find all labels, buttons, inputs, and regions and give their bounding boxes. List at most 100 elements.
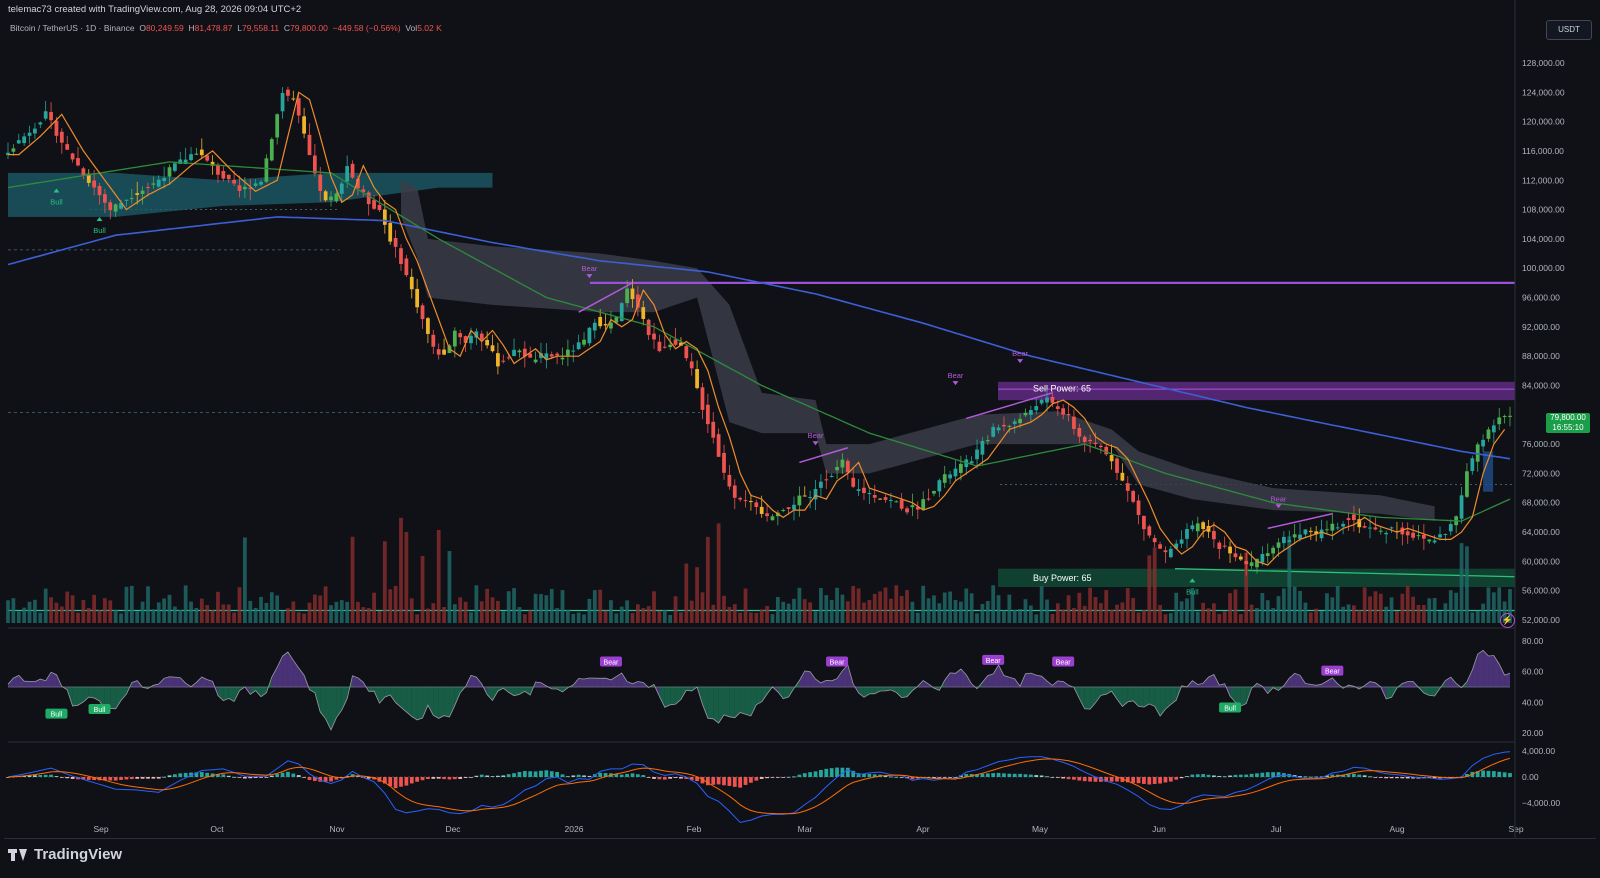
candle-body: [1212, 531, 1216, 540]
macd-histogram-bar: [485, 775, 490, 777]
macd-histogram-bar: [824, 768, 829, 777]
rsi-fill: [1203, 677, 1209, 687]
macd-histogram-bar: [1012, 773, 1017, 777]
macd-histogram-bar: [178, 773, 183, 777]
macd-histogram-bar: [1314, 776, 1319, 778]
candle-body: [657, 341, 662, 352]
volume-bar: [991, 585, 996, 623]
rsi-fill: [837, 670, 843, 687]
volume-bar: [92, 594, 97, 623]
candle-body: [1233, 553, 1238, 558]
macd-histogram-bar: [1405, 777, 1410, 779]
macd-histogram-bar: [673, 777, 678, 778]
symbol-name[interactable]: Bitcoin / TetherUS · 1D · Binance: [10, 23, 135, 33]
volume-bar: [1325, 593, 1329, 623]
candle-body: [522, 348, 527, 357]
macd-histogram-bar: [183, 772, 188, 777]
rsi-fill: [1300, 675, 1306, 687]
rsi-fill: [1133, 687, 1139, 707]
rsi-fill: [880, 687, 886, 691]
macd-histogram-bar: [1508, 773, 1512, 777]
candle-body: [905, 508, 909, 513]
volume-bar: [749, 612, 753, 623]
rsi-fill: [1219, 683, 1225, 687]
volume-bar: [684, 563, 689, 623]
candle-body: [1421, 534, 1426, 539]
rsi-fill: [724, 687, 730, 717]
rsi-fill: [982, 675, 988, 687]
volume-bar: [732, 604, 737, 623]
volume-bar: [33, 599, 37, 623]
volume-bar: [1195, 611, 1200, 623]
volume-bar: [1502, 601, 1507, 623]
volume-bar: [1378, 593, 1383, 623]
volume-bar: [1152, 547, 1157, 623]
volume-bar: [1416, 604, 1421, 623]
candle-body: [1179, 539, 1184, 544]
volume-bar: [614, 613, 619, 623]
volume-bar: [786, 603, 791, 623]
candle-body: [474, 331, 479, 338]
rsi-fill: [417, 687, 423, 720]
rsi-fill: [944, 672, 951, 687]
volume-bar: [442, 606, 446, 623]
macd-histogram-bar: [1190, 774, 1195, 777]
rsi-fill: [1240, 687, 1247, 706]
macd-histogram-bar: [242, 777, 247, 779]
time-axis-label: Oct: [210, 824, 224, 834]
candle-body: [770, 516, 775, 521]
candle-body: [1152, 538, 1157, 543]
macd-histogram-bar: [625, 773, 629, 777]
macd-histogram-bar: [738, 777, 743, 788]
watermark-credit: telemac73 created with TradingView.com, …: [8, 4, 302, 15]
macd-histogram-bar: [329, 777, 333, 782]
candle-body: [399, 248, 403, 265]
macd-histogram-bar: [851, 770, 856, 777]
rsi-fill: [1100, 687, 1107, 696]
alert-bolt-icon[interactable]: ⚡: [1500, 613, 1515, 628]
volume-bar: [280, 610, 285, 623]
volume-bar: [587, 598, 592, 623]
rsi-fill: [94, 687, 100, 701]
currency-badge[interactable]: USDT: [1546, 20, 1592, 40]
macd-histogram-bar: [942, 777, 947, 778]
candle-body: [1098, 445, 1103, 448]
macd-histogram-bar: [560, 774, 565, 777]
volume-bar: [894, 585, 899, 623]
candle-body: [549, 354, 554, 357]
candle-body: [1190, 525, 1195, 530]
macd-histogram-bar: [528, 771, 533, 777]
time-axis-label: Sep: [93, 824, 108, 834]
rsi-fill: [707, 687, 714, 719]
volume-value: 5.02 K: [417, 23, 442, 33]
macd-histogram-bar: [452, 777, 457, 780]
macd-histogram-bar: [474, 775, 479, 777]
rsi-fill: [8, 678, 14, 687]
volume-bar: [1002, 610, 1006, 623]
rsi-fill: [1149, 687, 1155, 707]
bear-signal-label: Bear: [1012, 349, 1028, 358]
candle-body: [1072, 416, 1076, 429]
bull-signal-label: Bull: [93, 226, 106, 235]
rsi-fill: [950, 672, 956, 687]
macd-histogram-bar: [92, 777, 97, 781]
rsi-fill: [594, 678, 601, 687]
rsi-fill: [400, 687, 407, 712]
candle-body: [948, 474, 952, 479]
volume-bar: [345, 601, 350, 623]
volume-bar: [1308, 612, 1313, 623]
candle-body: [501, 360, 506, 362]
rsi-fill: [1170, 687, 1177, 705]
rsi-fill: [1127, 687, 1134, 702]
candle-body: [323, 191, 328, 201]
macd-histogram-bar: [722, 777, 726, 786]
rsi-fill: [616, 673, 622, 687]
candle-body: [1427, 539, 1432, 542]
volume-bar: [1362, 587, 1367, 623]
candle-body: [382, 209, 387, 225]
candle-body: [291, 98, 296, 100]
volume-bar: [59, 606, 64, 623]
volume-bar: [673, 596, 678, 623]
candle-body: [167, 167, 172, 177]
